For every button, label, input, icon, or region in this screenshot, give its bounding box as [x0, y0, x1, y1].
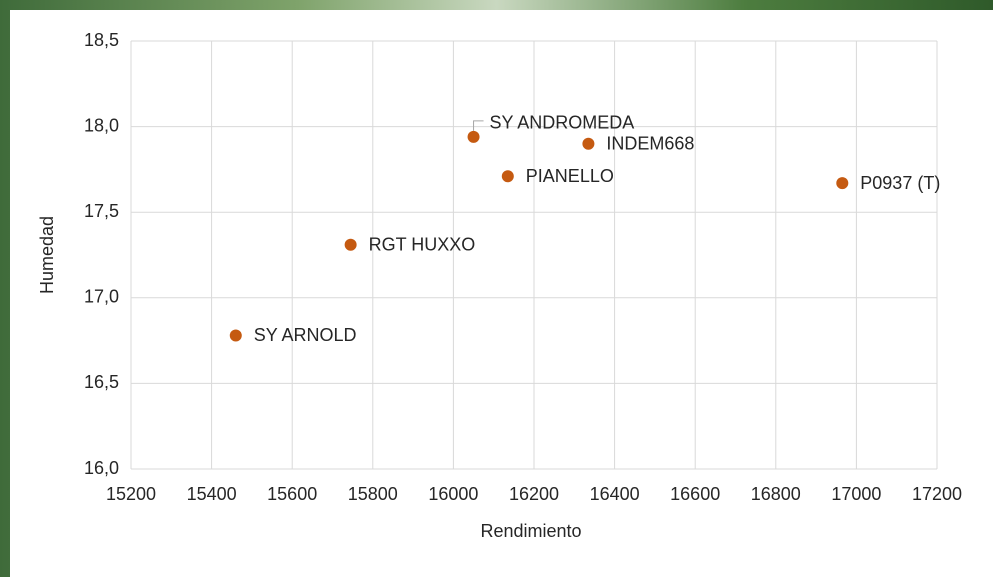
point	[836, 177, 848, 189]
point-label: PIANELLO	[526, 166, 614, 186]
point	[468, 131, 480, 143]
point-label: SY ANDROMEDA	[490, 113, 635, 133]
point	[502, 170, 514, 182]
x-tick-label: 15400	[187, 484, 237, 504]
x-tick-label: 17200	[912, 484, 962, 504]
page: Rendimiento Humedad 16,0 16,5 17,0 17,5 18,0…	[0, 0, 993, 577]
x-tick-label: 15200	[106, 484, 156, 504]
point	[582, 138, 594, 150]
y-axis-title: Humedad	[37, 216, 57, 294]
x-tick-label: 16600	[670, 484, 720, 504]
x-tick-label: 17000	[831, 484, 881, 504]
point	[230, 329, 242, 341]
x-axis-title: Rendimiento	[480, 521, 581, 541]
y-tick-label: 16,0	[84, 458, 119, 478]
chart: Rendimiento Humedad 16,0 16,5 17,0 17,5 18,0…	[10, 10, 993, 577]
point-label: INDEM668	[606, 133, 694, 153]
leader-line	[474, 121, 484, 131]
y-tick-label: 17,0	[84, 287, 119, 307]
y-tick-label: 17,5	[84, 201, 119, 221]
x-tick-label: 15600	[267, 484, 317, 504]
x-tick-label: 16200	[509, 484, 559, 504]
y-tick-label: 16,5	[84, 372, 119, 392]
x-tick-label: 16400	[590, 484, 640, 504]
y-tick-label: 18,5	[84, 30, 119, 50]
x-tick-label: 15800	[348, 484, 398, 504]
x-tick-label: 16800	[751, 484, 801, 504]
y-tick-label: 18,0	[84, 115, 119, 135]
point-label: RGT HUXXO	[369, 234, 476, 254]
point-label: SY ARNOLD	[254, 325, 357, 345]
x-tick-label: 16000	[428, 484, 478, 504]
point-label: P0937 (T)	[860, 173, 940, 193]
point	[345, 239, 357, 251]
